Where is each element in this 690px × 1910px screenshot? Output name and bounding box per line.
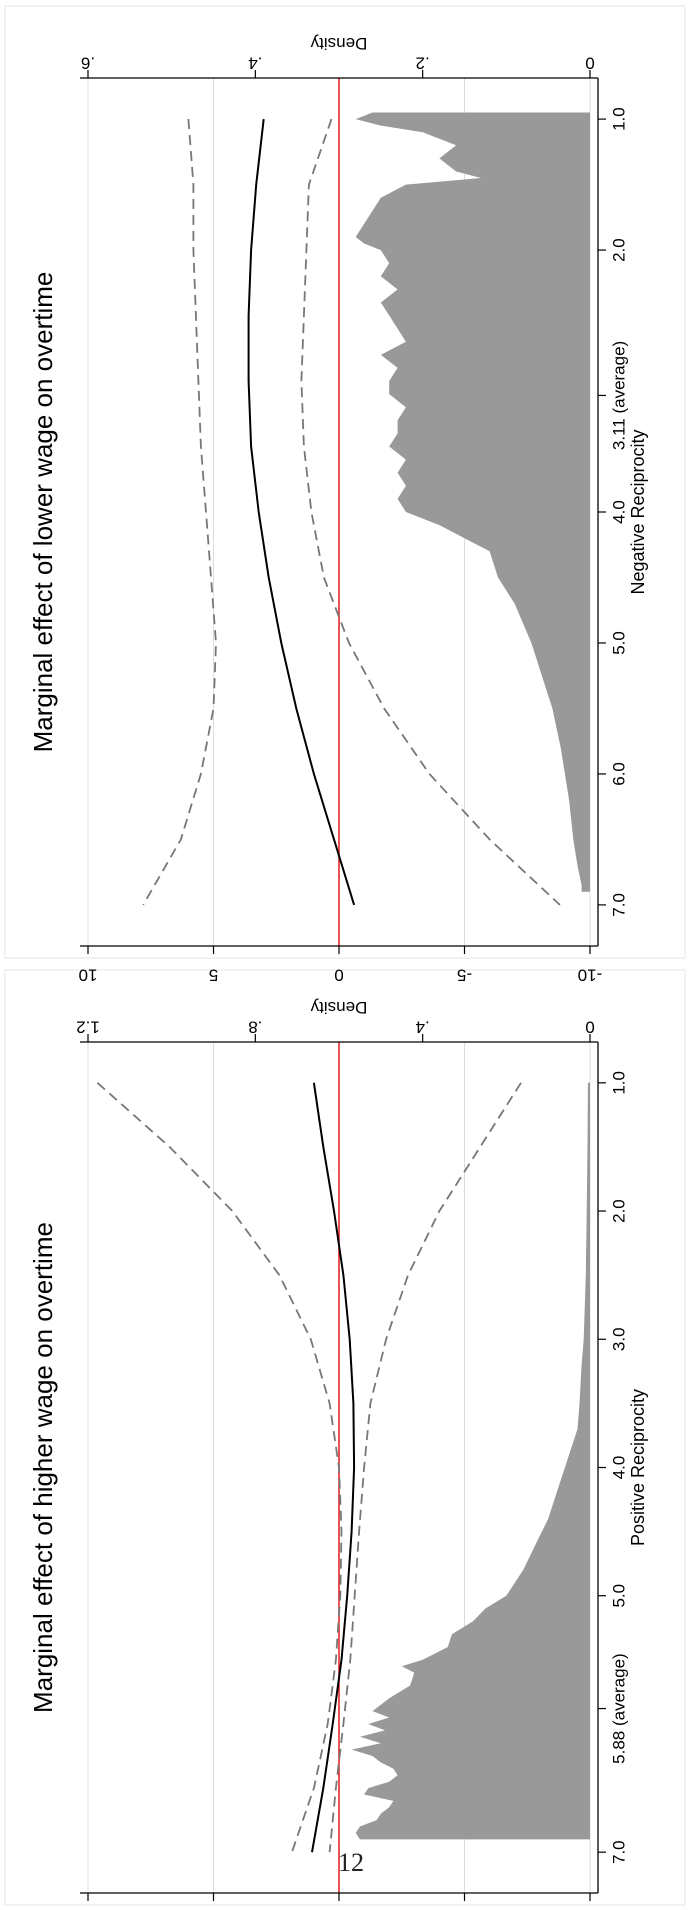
y2-tick-label: .6 — [81, 54, 95, 73]
y2-axis-title: Density — [310, 998, 367, 1017]
x-tick-label: 2.0 — [609, 1199, 628, 1223]
y-tick-label: -5 — [457, 966, 472, 985]
x-tick-label: 2.0 — [609, 238, 628, 262]
x-tick-label: 4.0 — [609, 500, 628, 524]
x-tick-label: 4.0 — [609, 1456, 628, 1480]
y-tick-label: -10 — [578, 966, 603, 985]
marginal-effect-line — [311, 1082, 356, 1853]
y2-tick-label: .8 — [248, 1018, 262, 1037]
y2-tick-label: 0 — [585, 1018, 594, 1037]
y-tick-label: 0 — [334, 966, 343, 985]
confidence-interval-line — [300, 118, 561, 906]
panel-frame — [4, 969, 686, 1906]
chart-panel-lower-wage: 10 5 0 -5 -10 .6 .4 .2 0 1.0 2.0 3.11 (average) 4.0 5… — [4, 5, 686, 985]
chart-panel-higher-wage: 40200-20-401.2.8.401.02.03.04.05.05.88 (… — [4, 969, 686, 1906]
x-axis-title: Negative Reciprocity — [628, 429, 648, 594]
y2-tick-label: .2 — [416, 54, 430, 73]
y2-tick-label: 0 — [585, 54, 594, 73]
density-area — [351, 1082, 590, 1840]
chart-title: Marginal effect of higher wage on overti… — [28, 1222, 58, 1713]
confidence-interval-line — [142, 119, 217, 906]
x-tick-label: 3.11 (average) — [609, 341, 628, 450]
x-tick-label: 7.0 — [609, 893, 628, 917]
x-tick-label: 6.0 — [609, 762, 628, 786]
x-tick-label: 5.0 — [609, 1584, 628, 1608]
marginal-effect-line — [247, 118, 356, 906]
density-area — [355, 112, 590, 892]
x-tick-label: 3.0 — [609, 1327, 628, 1351]
x-tick-label: 5.88 (average) — [609, 1653, 628, 1764]
y-tick-label: 10 — [79, 966, 98, 985]
x-axis-title: Positive Reciprocity — [628, 1389, 648, 1546]
x-tick-label: 1.0 — [609, 1071, 628, 1095]
x-tick-label: 7.0 — [609, 1840, 628, 1864]
panel-frame — [4, 5, 686, 959]
confidence-interval-line — [96, 1082, 343, 1853]
y-tick-label: 5 — [209, 966, 218, 985]
y2-tick-label: .4 — [416, 1018, 430, 1037]
y2-axis-title: Density — [310, 34, 367, 53]
chart-title: Marginal effect of lower wage on overtim… — [28, 272, 58, 753]
y2-tick-label: 1.2 — [76, 1018, 100, 1037]
y2-tick-label: .4 — [248, 54, 262, 73]
confidence-interval-line — [328, 1082, 522, 1853]
x-tick-label: 5.0 — [609, 631, 628, 655]
page-number: 12 — [338, 1848, 364, 1877]
x-tick-label: 1.0 — [609, 107, 628, 131]
